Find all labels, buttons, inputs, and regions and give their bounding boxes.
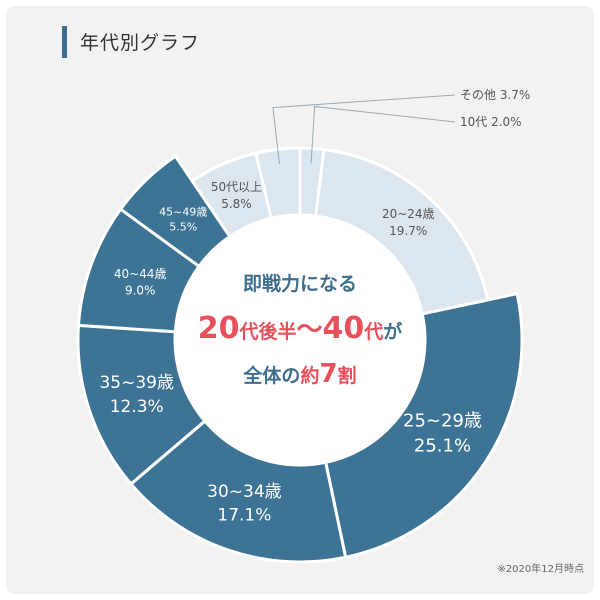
slice-label-category: 20~24歳 [382,207,435,221]
center-text-line3: 全体の約7割 [242,359,356,389]
slice-label-value: 5.5% [169,221,197,234]
slice-label-category: 50代以上 [211,180,262,194]
slice-45-49 [119,154,232,268]
slice-label-category: 40~44歳 [114,267,167,281]
slice-label-value: 12.3% [110,397,164,417]
donut-center [176,216,424,464]
page-title: 年代別グラフ [80,32,201,54]
slice-label-value: 17.1% [217,506,271,526]
slice-25-29 [324,292,524,559]
external-label-other: その他 3.7% [460,88,530,102]
slice-other [254,146,302,220]
center-text-line1: 即戦力になる [243,272,357,295]
slice-label-category: 35~39歳 [99,373,174,393]
slice-label-value: 5.8% [221,197,252,211]
center-text-line2: 20代後半〜40代が [198,311,403,346]
slice-label-category: 25~29歳 [403,410,482,431]
slice-label-value: 19.7% [389,224,427,238]
title-accent-bar [62,26,67,58]
slice-label-value: 9.0% [125,284,156,298]
slice-label-value: 25.1% [414,436,471,457]
leader-line-other [272,94,456,165]
slice-label-category: 45~49歳 [159,205,207,218]
date-note: ※2020年12月時点 [497,564,584,575]
leader-line-10s [310,105,456,164]
slice-30-34 [129,419,348,564]
external-label-10s: 10代 2.0% [460,115,522,129]
slice-label-category: 30~34歳 [207,482,282,502]
